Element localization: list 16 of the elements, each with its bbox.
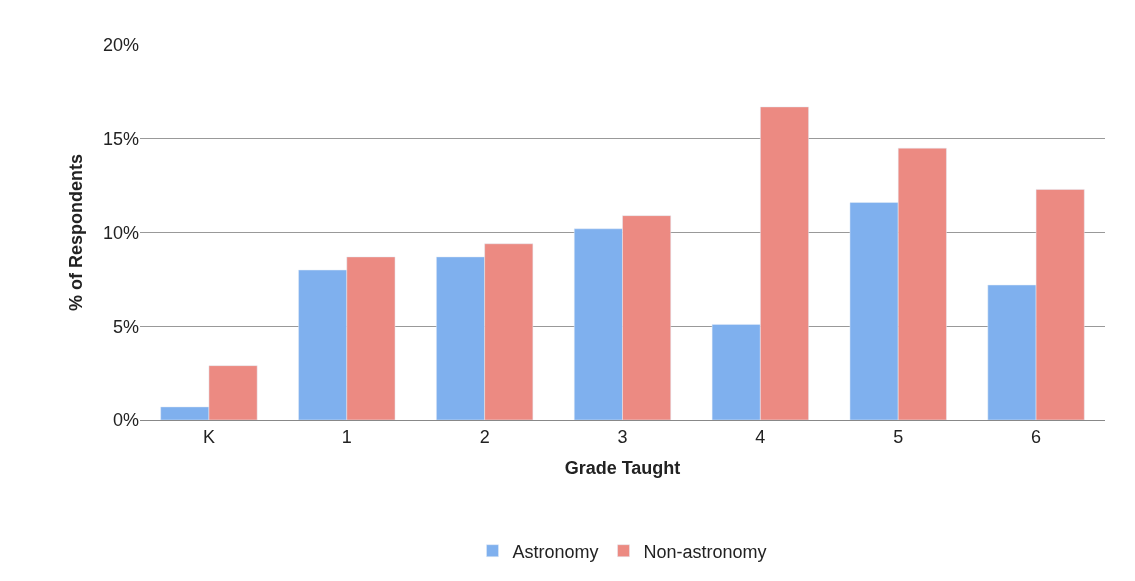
legend-label: Non-astronomy — [643, 541, 767, 562]
y-tick-label: 0% — [112, 410, 139, 431]
x-tick-label: K — [202, 426, 215, 447]
y-tick-label: 20% — [102, 35, 139, 56]
x-tick-label: 2 — [479, 426, 490, 447]
y-tick-label: 5% — [112, 316, 139, 337]
legend-label: Astronomy — [512, 541, 599, 562]
y-tick-label: 15% — [102, 129, 139, 150]
y-tick-label: 10% — [102, 222, 139, 243]
x-axis-title: Grade Taught — [564, 457, 681, 478]
x-tick-label: 1 — [341, 426, 352, 447]
x-tick-label: 6 — [1031, 426, 1042, 447]
x-tick-label: 5 — [893, 426, 904, 447]
x-tick-label: 4 — [755, 426, 766, 447]
x-tick-label: 3 — [617, 426, 628, 447]
y-axis-title: % of Respondents — [66, 153, 87, 312]
